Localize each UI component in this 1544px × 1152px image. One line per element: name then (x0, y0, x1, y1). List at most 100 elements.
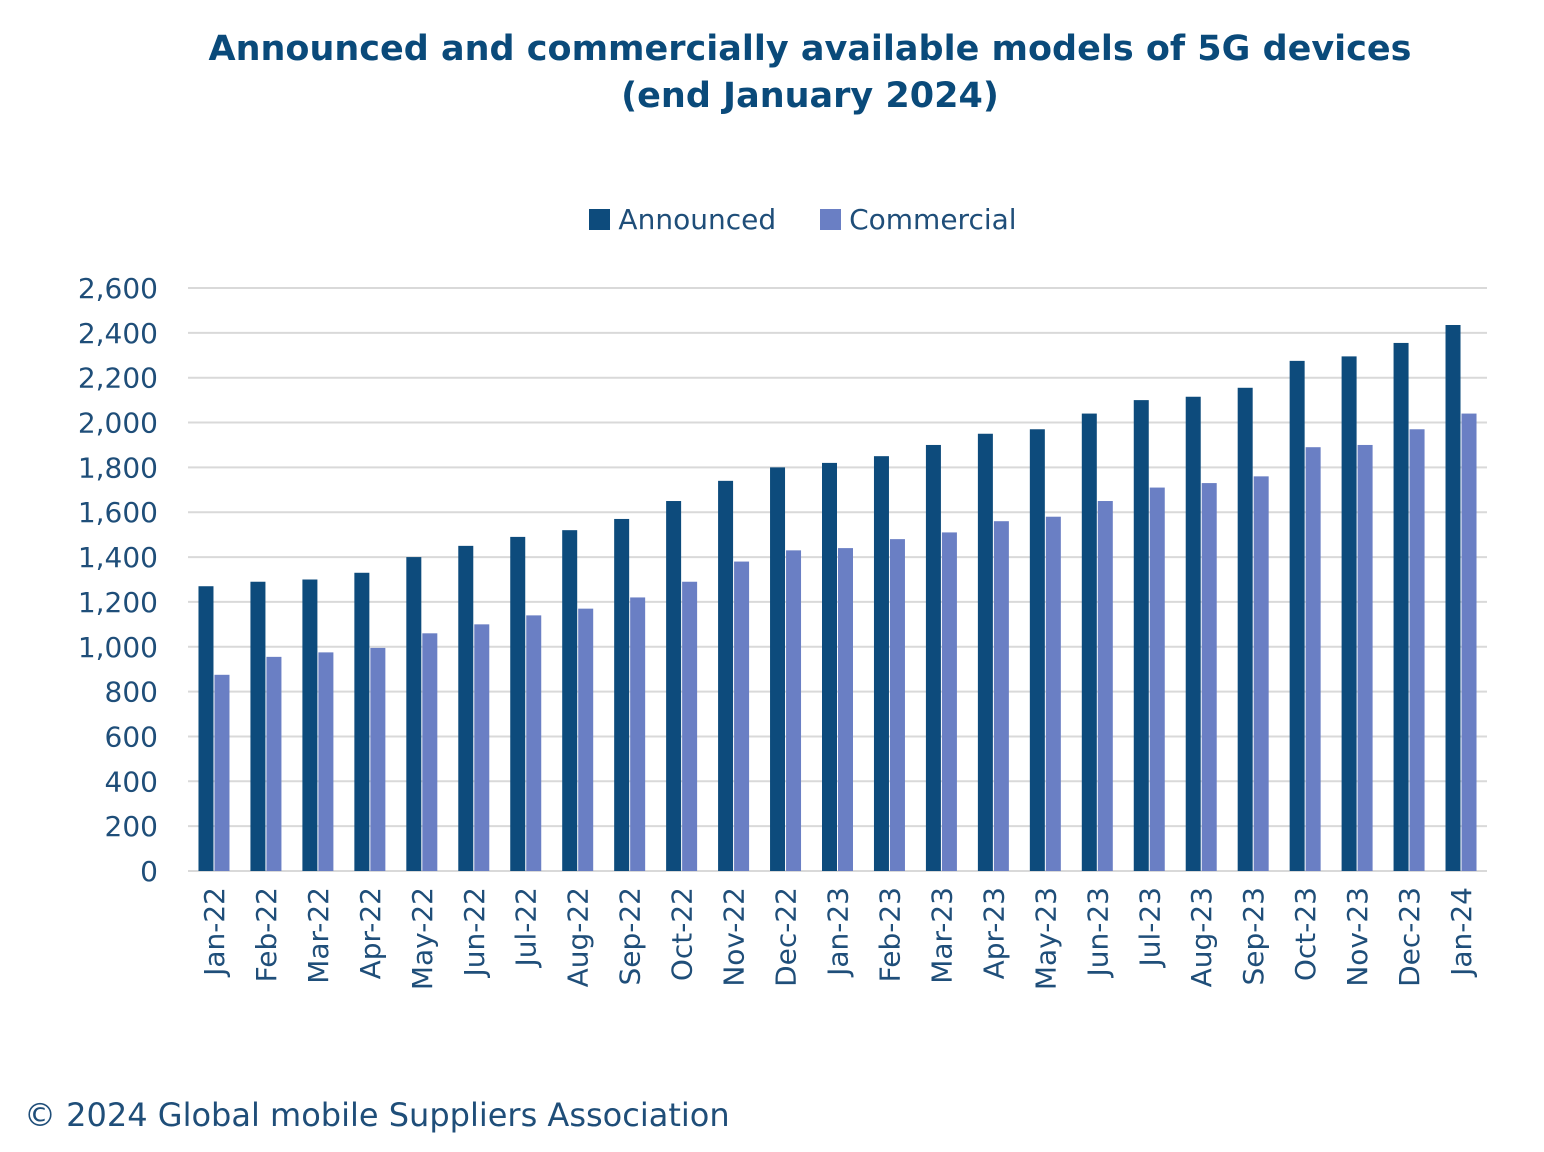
bar-commercial-aug-22 (578, 608, 594, 871)
bar-commercial-feb-22 (266, 656, 282, 871)
bar-commercial-may-22 (422, 633, 438, 871)
x-tick-label: Feb-22 (250, 887, 283, 982)
bar-announced-jul-23 (1133, 400, 1149, 871)
x-tick-label: Feb-23 (873, 887, 906, 982)
chart-title-line: Announced and commercially available mod… (208, 29, 1412, 69)
legend-item-commercial: Commercial (820, 203, 1017, 236)
bar-announced-oct-23 (1289, 360, 1305, 871)
bar-commercial-aug-23 (1201, 483, 1217, 871)
x-tick-label: Dec-22 (770, 887, 803, 987)
x-tick-label: Oct-23 (1289, 887, 1322, 981)
x-tick-label: Nov-22 (718, 887, 751, 987)
y-tick-label: 1,600 (78, 496, 158, 529)
x-tick-label: Mar-22 (302, 887, 335, 984)
y-tick-label: 2,200 (78, 362, 158, 395)
bar-announced-jul-22 (510, 536, 526, 871)
y-tick-label: 2,400 (78, 317, 158, 350)
bar-commercial-dec-23 (1409, 429, 1425, 871)
bar-announced-nov-22 (718, 480, 734, 871)
x-tick-label: Jun-23 (1081, 887, 1114, 978)
bar-announced-jan-23 (822, 462, 837, 871)
bar-commercial-apr-22 (370, 647, 386, 871)
bar-commercial-oct-23 (1305, 447, 1321, 871)
bar-announced-feb-22 (250, 581, 266, 871)
x-tick-label: Jan-22 (198, 887, 231, 978)
x-tick-label: Oct-22 (666, 887, 699, 981)
bar-commercial-jun-22 (474, 624, 490, 871)
y-tick-label: 0 (140, 855, 158, 888)
y-tick-label: 1,000 (78, 631, 158, 664)
bar-commercial-jul-22 (526, 615, 542, 871)
legend-label-announced: Announced (618, 203, 777, 236)
bar-announced-sep-22 (614, 518, 630, 871)
x-tick-label: Jul-23 (1133, 887, 1166, 969)
bar-commercial-jun-23 (1097, 501, 1113, 871)
bar-commercial-jan-22 (214, 674, 230, 871)
bar-commercial-jul-23 (1149, 487, 1165, 871)
bar-commercial-nov-22 (734, 561, 750, 871)
chart-title: Announced and commercially available mod… (0, 26, 1544, 120)
bar-announced-dec-23 (1393, 342, 1409, 871)
bar-commercial-apr-23 (993, 521, 1009, 871)
x-tick-label: Nov-23 (1341, 887, 1374, 987)
bar-announced-jun-22 (458, 545, 474, 871)
y-tick-label: 1,200 (78, 586, 158, 619)
x-tick-label: Jan-23 (822, 887, 855, 978)
bar-commercial-feb-23 (889, 539, 905, 871)
bar-commercial-sep-22 (630, 597, 646, 871)
x-tick-label: Apr-22 (354, 887, 387, 979)
x-tick-label: Sep-23 (1237, 887, 1270, 986)
bar-commercial-mar-22 (318, 652, 334, 871)
bar-announced-jun-23 (1081, 413, 1097, 871)
x-tick-label: Mar-23 (925, 887, 958, 984)
x-tick-label: Dec-23 (1393, 887, 1426, 987)
bar-commercial-dec-22 (786, 550, 802, 871)
x-tick-label: Jan-24 (1445, 887, 1478, 978)
bar-announced-nov-23 (1341, 356, 1357, 871)
bar-announced-mar-23 (925, 444, 941, 871)
legend-swatch-commercial (820, 209, 842, 230)
y-tick-label: 1,800 (78, 451, 158, 484)
y-tick-label: 2,000 (78, 407, 158, 440)
y-tick-label: 600 (105, 720, 158, 753)
bar-announced-may-23 (1029, 429, 1045, 871)
bar-commercial-jan-24 (1461, 413, 1477, 871)
x-tick-label: May-22 (406, 887, 439, 990)
bar-announced-feb-23 (873, 456, 889, 871)
x-tick-label: Aug-23 (1185, 887, 1218, 987)
bar-announced-oct-22 (666, 501, 682, 871)
x-tick-label: Jul-22 (510, 887, 543, 969)
copyright-footer: © 2024 Global mobile Suppliers Associati… (24, 1096, 730, 1134)
bar-announced-aug-22 (562, 530, 578, 871)
bar-announced-mar-22 (302, 579, 318, 871)
chart-legend: Announced Commercial (0, 203, 1544, 236)
x-tick-label: May-23 (1029, 887, 1062, 990)
bar-announced-sep-23 (1237, 387, 1253, 871)
bar-commercial-nov-23 (1357, 444, 1373, 871)
bar-commercial-oct-22 (682, 581, 698, 871)
bar-commercial-sep-23 (1253, 476, 1269, 871)
bar-announced-jan-24 (1445, 324, 1461, 872)
x-tick-label: Jun-22 (458, 887, 491, 978)
bar-announced-jan-22 (198, 586, 214, 871)
bar-announced-aug-23 (1185, 396, 1201, 871)
bar-announced-dec-22 (770, 467, 786, 871)
bar-announced-apr-22 (354, 572, 370, 871)
bar-commercial-mar-23 (941, 532, 957, 871)
x-tick-label: Aug-22 (562, 887, 595, 987)
y-tick-label: 200 (105, 810, 158, 843)
legend-label-commercial: Commercial (849, 203, 1017, 236)
bar-commercial-jan-23 (838, 548, 853, 871)
bar-announced-may-22 (406, 557, 422, 871)
y-tick-label: 2,600 (78, 272, 158, 305)
legend-item-announced: Announced (589, 203, 776, 236)
y-tick-label: 400 (105, 765, 158, 798)
bar-commercial-may-23 (1045, 516, 1061, 871)
legend-swatch-announced (589, 209, 611, 230)
y-tick-label: 800 (105, 676, 158, 709)
y-tick-label: 1,400 (78, 541, 158, 574)
bar-announced-apr-23 (977, 433, 993, 871)
x-tick-label: Apr-23 (977, 887, 1010, 979)
chart-subtitle: (end January 2024) (621, 76, 999, 116)
